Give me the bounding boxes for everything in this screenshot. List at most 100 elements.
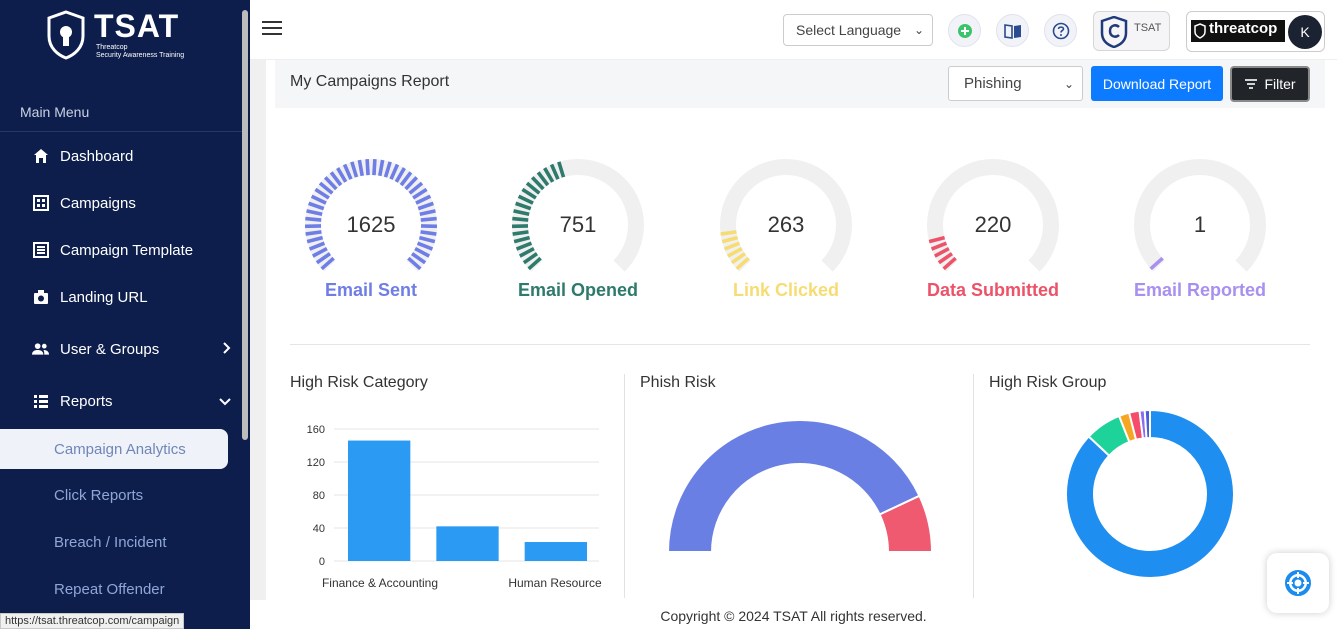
gauge-tick [1149, 256, 1164, 271]
gauge-tick [517, 194, 534, 205]
add-button[interactable] [948, 14, 981, 47]
account-menu[interactable]: threatcop K [1186, 11, 1325, 52]
gauge-tick [399, 171, 413, 187]
gauge-tick [320, 256, 335, 271]
phish-risk-chart [666, 419, 934, 553]
sidebar-item-label: Reports [60, 392, 113, 410]
gauge-tick [420, 230, 437, 236]
bar[interactable] [436, 526, 499, 561]
gauge-tick [311, 246, 328, 258]
sidebar-item-campaigns[interactable]: Campaigns [0, 180, 243, 226]
page-title: My Campaigns Report [290, 73, 450, 90]
gauge-label: Link Clicked [732, 280, 840, 300]
gauge-tick [420, 216, 437, 222]
gauge-label: Email Sent [324, 280, 418, 300]
threatcop-logo: threatcop [1191, 20, 1285, 42]
download-report-button[interactable]: Download Report [1091, 66, 1223, 101]
gauge-tick [308, 241, 326, 251]
gauge-tick [418, 235, 436, 244]
gauge-tick [930, 241, 948, 251]
shield-icon [47, 10, 85, 60]
sidebar-subitem-repeat-offender[interactable]: Repeat Offender [54, 580, 165, 598]
donut-slice[interactable] [1143, 408, 1151, 440]
y-tick-label: 160 [307, 424, 325, 436]
gauge-track [720, 159, 852, 272]
gauge-tick [530, 176, 545, 191]
brand-title: TSAT [94, 8, 180, 44]
gauge-data-submitted: 220 Data Submitted [923, 150, 1103, 310]
gauge-tick [314, 187, 330, 200]
gauge-tick [937, 252, 954, 265]
gauge-tick [336, 167, 348, 183]
high-risk-category-title: High Risk Category [290, 374, 428, 391]
gauge-tick [512, 230, 529, 236]
pie-slice[interactable] [666, 419, 921, 553]
tsat-app-switch[interactable]: TSAT [1093, 11, 1170, 51]
gauge-tick [306, 209, 323, 217]
high-risk-group-title: High Risk Group [989, 374, 1107, 391]
gauge-tick [518, 246, 535, 258]
language-select[interactable]: Select Language ⌄ [783, 14, 933, 46]
template-icon [32, 242, 49, 259]
gauge-email-reported: 1 Email Reported [1130, 150, 1310, 310]
sidebar-item-label: Landing URL [60, 288, 148, 306]
sidebar-item-campaign-template[interactable]: Campaign Template [0, 227, 243, 273]
donut-slice[interactable] [1065, 408, 1235, 579]
report-header: My Campaigns Report Phishing ⌄ Download … [275, 60, 1325, 108]
support-button[interactable] [1267, 553, 1329, 613]
gauge-tick [730, 252, 747, 265]
y-tick-label: 0 [319, 556, 325, 568]
gauge-arc [927, 159, 1059, 272]
gauge-tick [378, 159, 385, 177]
gauge-tick [329, 171, 343, 187]
gauge-tick [323, 176, 338, 191]
gauge-tick [415, 194, 432, 205]
high-risk-group-chart [1065, 408, 1235, 579]
sidebar-item-reports[interactable]: Reports [0, 378, 243, 424]
gauge-tick [372, 159, 377, 176]
tsat-logo[interactable]: TSAT Threatcop Security Awareness Traini… [46, 10, 184, 60]
sidebar-item-user-groups[interactable]: User & Groups [0, 326, 243, 372]
sidebar-subitem-campaign-analytics[interactable]: Campaign Analytics [0, 429, 228, 469]
gauge-tick [410, 252, 427, 265]
sidebar-subitem-breach-incident[interactable]: Breach / Incident [54, 533, 167, 551]
gauge-tick [928, 235, 946, 244]
threatcop-label: threatcop [1209, 20, 1278, 37]
topbar: Select Language ⌄ TSAT threatcop K [250, 0, 1337, 60]
gauge-tick [408, 181, 424, 195]
gauge-tick [515, 241, 533, 251]
gauge-tick [342, 163, 353, 180]
menu-heading: Main Menu [20, 104, 90, 120]
gauge-tick [389, 163, 400, 180]
bar[interactable] [524, 542, 587, 561]
sidebar-item-landing-url[interactable]: Landing URL [0, 274, 243, 320]
gauge-track [927, 159, 1059, 272]
sidebar-subitem-click-reports[interactable]: Click Reports [54, 486, 144, 504]
avatar[interactable]: K [1288, 15, 1322, 49]
sidebar-scrollbar[interactable] [242, 10, 248, 440]
gauge-label: Email Reported [1133, 280, 1267, 300]
help-button[interactable] [1044, 14, 1077, 47]
bar[interactable] [348, 440, 411, 561]
sidebar-item-label: Campaign Template [60, 241, 194, 259]
gauge-tick [318, 181, 334, 195]
shield-icon [1100, 16, 1128, 48]
high-risk-category-chart: 0 40 80 120 160 Finance & Accounting Human Res… [307, 424, 602, 590]
hamburger-menu-icon[interactable] [262, 21, 282, 39]
gauge-tick [720, 230, 737, 236]
chevron-down-icon: ⌄ [913, 23, 924, 37]
pie-slice[interactable] [878, 494, 934, 553]
gauge-label: Email Opened [517, 280, 639, 300]
chevron-right-icon [221, 341, 231, 358]
sidebar-item-label: User & Groups [60, 340, 160, 358]
sidebar-item-label: Dashboard [60, 147, 134, 165]
main-scrollbar[interactable] [250, 60, 266, 600]
sidebar-item-dashboard[interactable]: Dashboard [0, 133, 243, 179]
guide-button[interactable] [996, 14, 1029, 47]
campaigns-icon [32, 195, 49, 212]
gauge-value: 263 [767, 212, 805, 237]
gauge-tick [416, 241, 434, 251]
filter-button[interactable]: Filter [1230, 66, 1310, 102]
campaign-type-select[interactable]: Phishing ⌄ [948, 66, 1083, 101]
tsat-label: TSAT [1134, 22, 1162, 34]
